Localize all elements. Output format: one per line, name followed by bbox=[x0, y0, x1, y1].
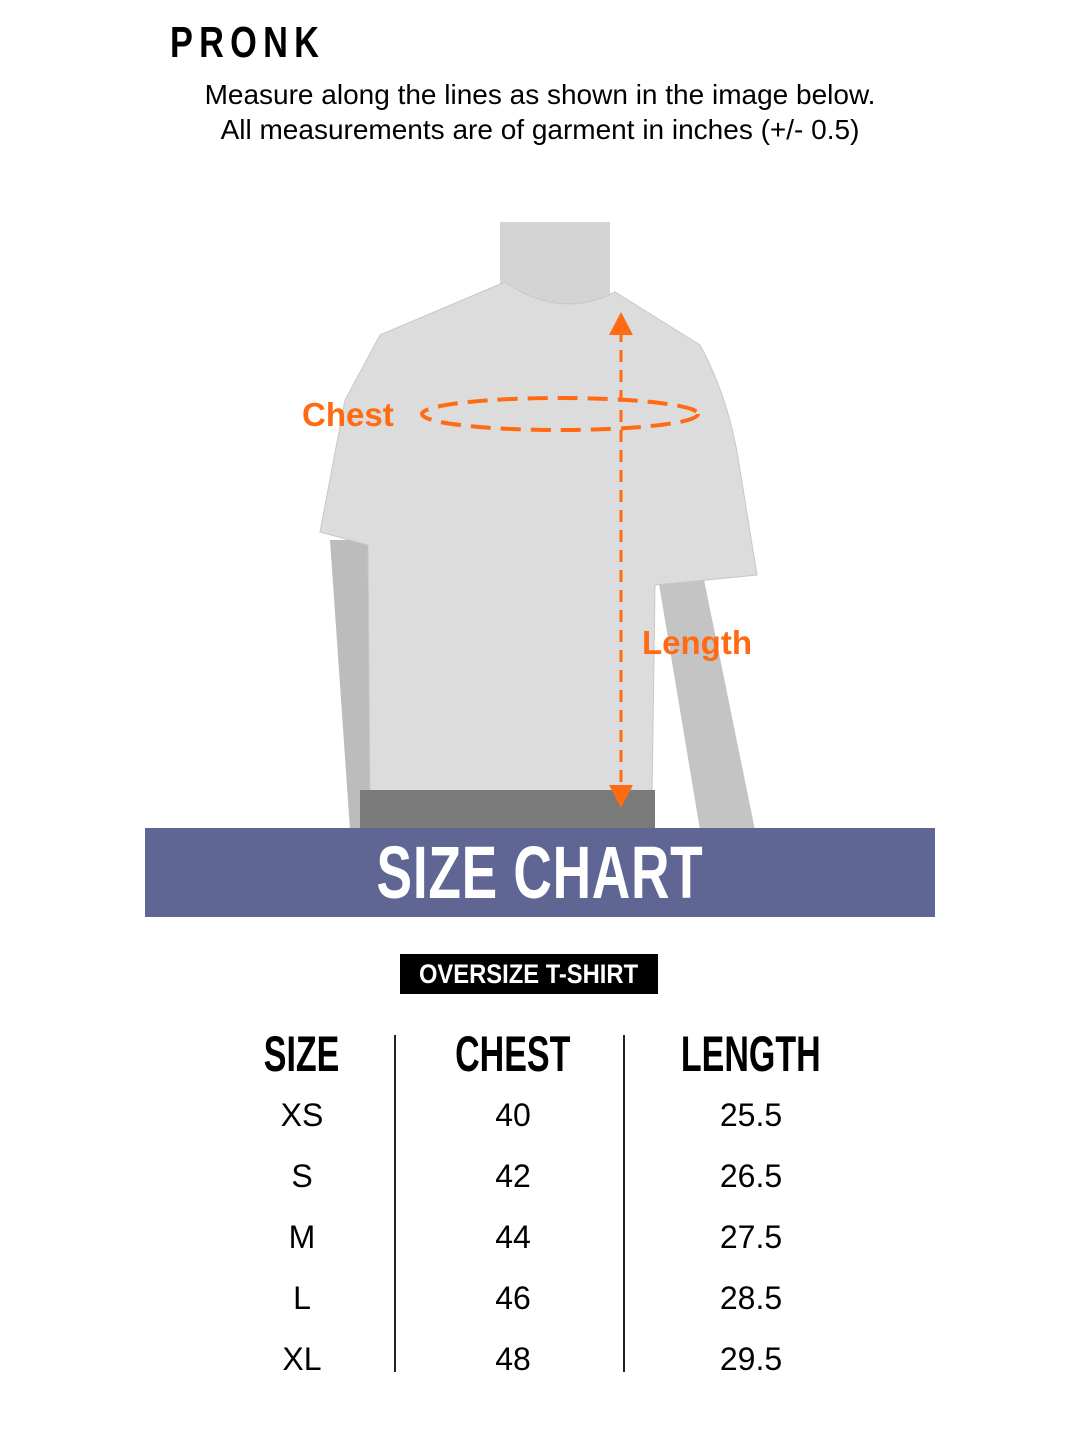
instruction-line-2: All measurements are of garment in inche… bbox=[220, 114, 860, 145]
brand-logo: PRONK bbox=[170, 18, 326, 67]
cell-size: M bbox=[288, 1219, 316, 1255]
tshirt-shape bbox=[319, 281, 758, 801]
cell-length: 25.5 bbox=[719, 1097, 783, 1133]
cell-size: XS bbox=[280, 1097, 324, 1133]
cell-length: 29.5 bbox=[719, 1341, 783, 1377]
cell-chest: 42 bbox=[495, 1158, 531, 1194]
cell-size: L bbox=[293, 1280, 311, 1316]
cell-length: 27.5 bbox=[719, 1219, 783, 1255]
right-arm bbox=[655, 560, 755, 830]
model-photo: Chest Length bbox=[302, 222, 758, 830]
length-label: Length bbox=[642, 624, 752, 661]
banner-title: SIZE CHART bbox=[376, 831, 704, 914]
chest-measure-line bbox=[420, 396, 700, 432]
pants bbox=[360, 790, 655, 830]
chest-label: Chest bbox=[302, 396, 394, 433]
length-column: LENGTH 25.5 26.5 27.5 28.5 29.5 bbox=[631, 1025, 871, 1390]
cell-length: 26.5 bbox=[719, 1158, 783, 1194]
instruction-line-1: Measure along the lines as shown in the … bbox=[204, 79, 876, 110]
column-divider bbox=[394, 1035, 396, 1372]
size-chart-banner: SIZE CHART bbox=[145, 828, 935, 917]
cell-size: S bbox=[291, 1158, 313, 1194]
product-name: OVERSIZE T-SHIRT bbox=[419, 958, 639, 989]
product-tag: OVERSIZE T-SHIRT bbox=[400, 954, 658, 994]
arrow-up-icon bbox=[609, 312, 633, 335]
column-divider bbox=[623, 1035, 625, 1372]
cell-chest: 46 bbox=[495, 1280, 531, 1316]
cell-size: XL bbox=[282, 1341, 322, 1377]
cell-chest: 44 bbox=[495, 1219, 531, 1255]
header-chest: CHEST bbox=[455, 1026, 571, 1082]
header-size: SIZE bbox=[264, 1026, 340, 1082]
chest-column: CHEST 40 42 44 46 48 bbox=[393, 1025, 633, 1390]
size-column: SIZE XS S M L XL bbox=[182, 1025, 422, 1390]
cell-chest: 40 bbox=[495, 1097, 531, 1133]
arrow-down-icon bbox=[609, 785, 633, 808]
header-length: LENGTH bbox=[681, 1026, 821, 1082]
cell-length: 28.5 bbox=[719, 1280, 783, 1316]
cell-chest: 48 bbox=[495, 1341, 531, 1377]
